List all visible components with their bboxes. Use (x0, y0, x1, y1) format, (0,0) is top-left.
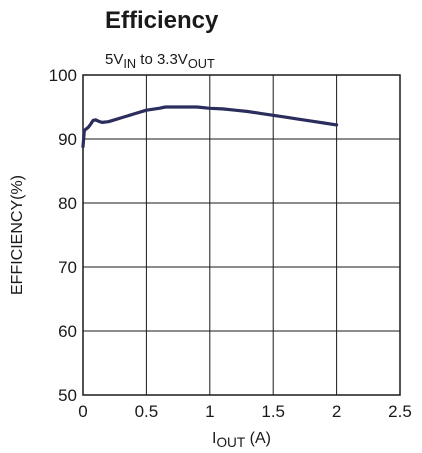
efficiency-series-line-0 (81, 105, 339, 149)
x-tick-label: 1 (205, 402, 214, 421)
y-tick-label: 50 (58, 386, 77, 405)
x-axis-ticks: 0 0.5 1 1.5 2 2.5 (78, 402, 412, 421)
y-tick-label: 70 (58, 258, 77, 277)
label-part-2: (A) (245, 430, 271, 447)
x-tick-label: 2 (332, 402, 341, 421)
x-tick-label: 1.5 (261, 402, 285, 421)
label-part-2: to 3.3V (136, 51, 188, 68)
x-tick-label: 0.5 (135, 402, 159, 421)
x-tick-label: 2.5 (388, 402, 412, 421)
label-part-0: I (212, 430, 216, 447)
plot-frame (82, 74, 401, 396)
grid (83, 75, 400, 395)
x-axis-label: IOUT (A) (212, 430, 271, 450)
y-tick-label: 60 (58, 322, 77, 341)
y-tick-label: 100 (49, 66, 77, 85)
label-part-1: IN (123, 56, 136, 71)
y-axis-ticks: 50 60 70 80 90 100 (49, 66, 77, 405)
label-part-0: 5V (105, 51, 123, 68)
y-axis-label: EFFICIENCY(%) (9, 175, 26, 295)
label-part-1: OUT (216, 435, 245, 450)
x-tick-label: 0 (78, 402, 87, 421)
label-part-3: OUT (188, 56, 215, 71)
series-layer (81, 105, 339, 149)
y-tick-label: 90 (58, 130, 77, 149)
chart-title: Efficiency (105, 7, 219, 34)
y-tick-label: 80 (58, 194, 77, 213)
chart-subtitle: 5VIN to 3.3VOUT (105, 51, 215, 71)
